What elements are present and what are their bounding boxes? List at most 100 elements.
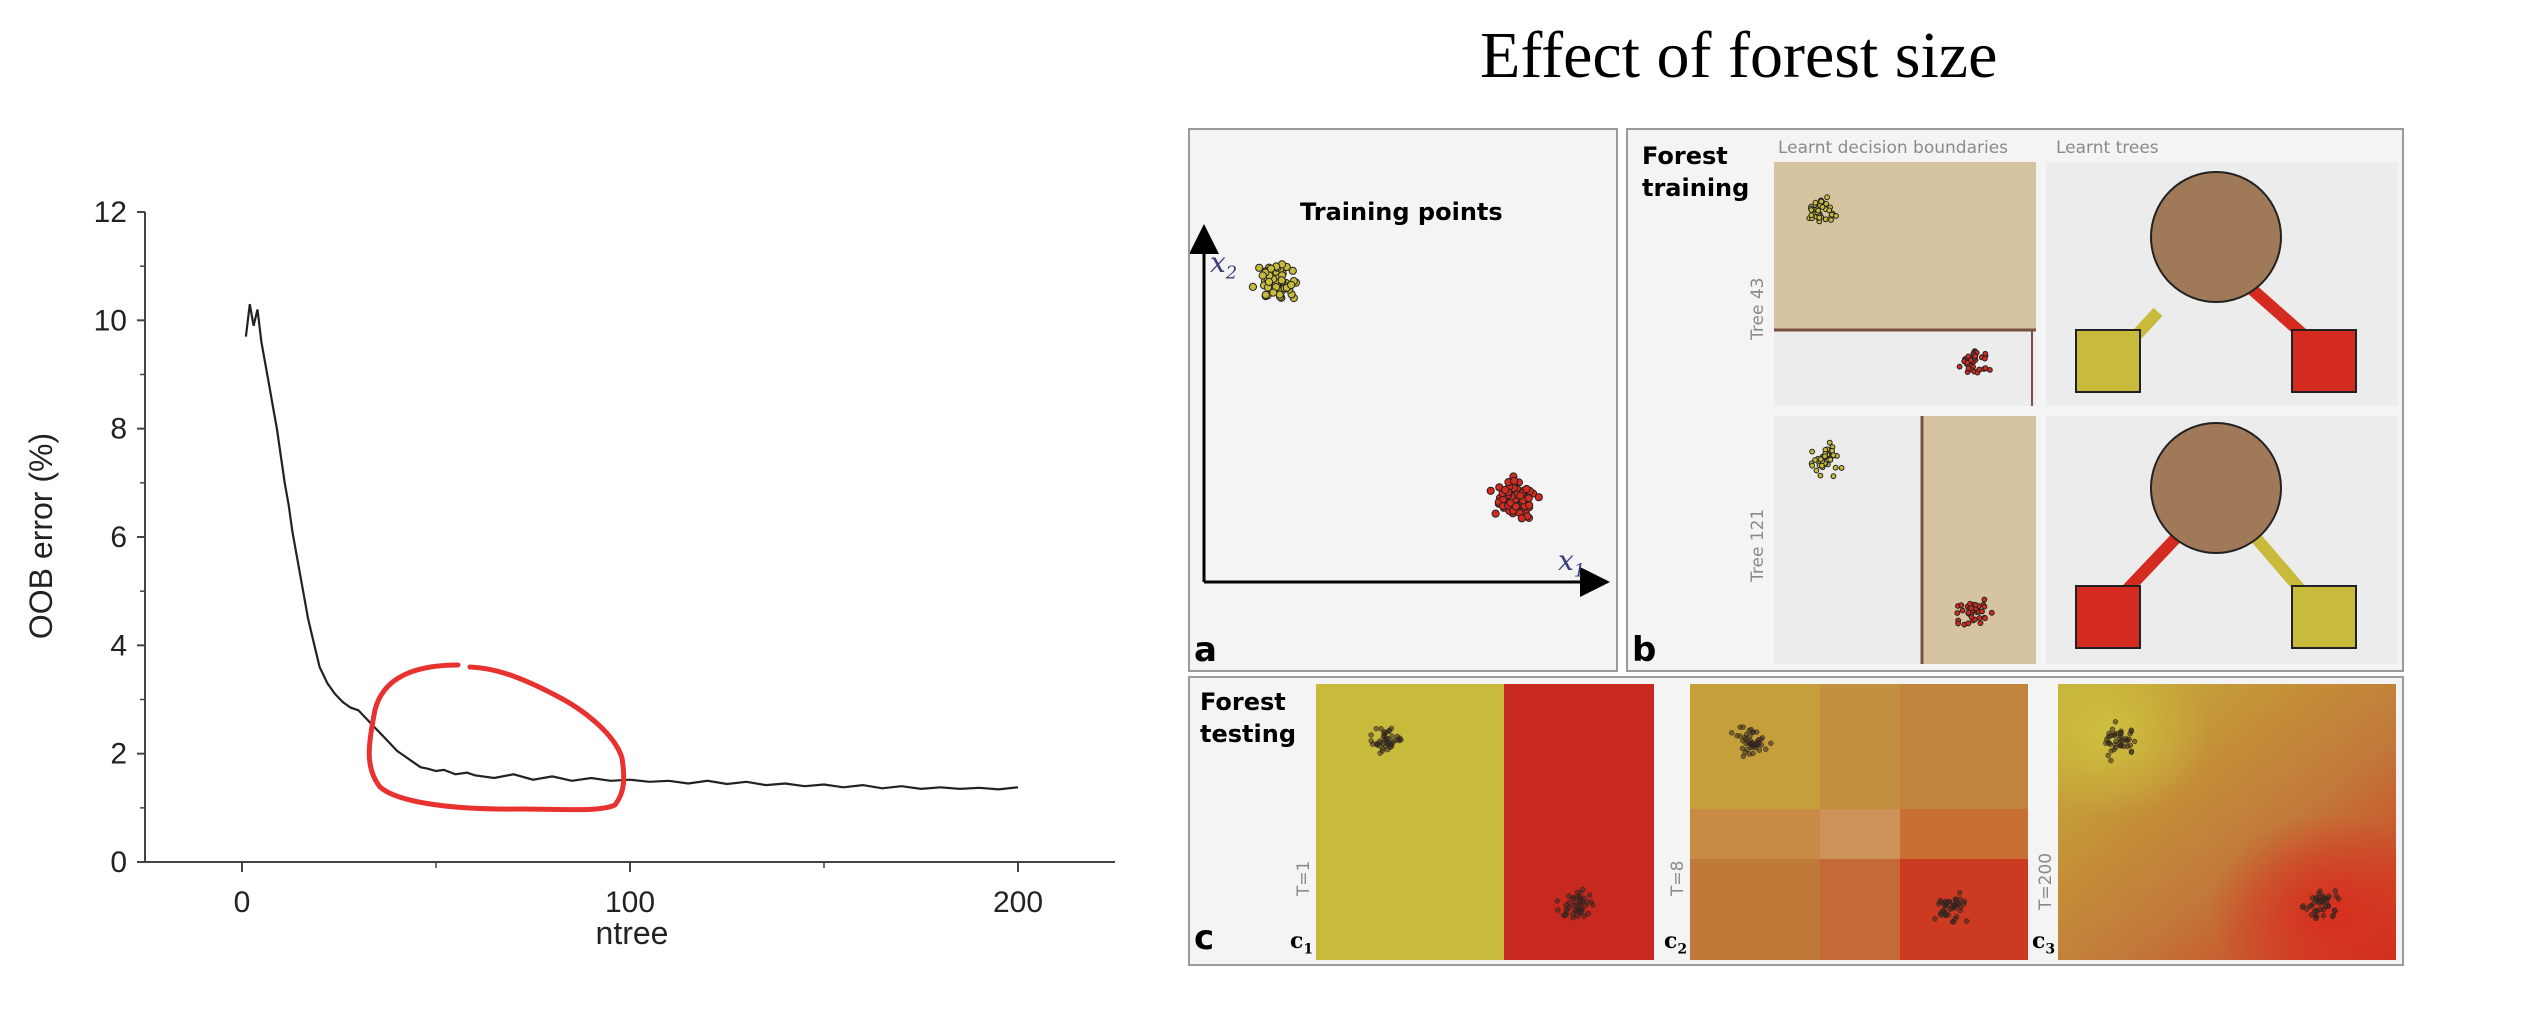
root-node — [2150, 171, 2282, 303]
data-point — [1258, 271, 1267, 280]
t200-label: T=200 — [2036, 852, 2056, 910]
data-point — [1819, 204, 1826, 210]
yellow-class-points — [1248, 260, 1301, 303]
data-point — [1958, 602, 1965, 609]
t1-label: T=1 — [1294, 860, 1314, 896]
data-point — [1517, 514, 1526, 523]
data-point — [1386, 727, 1392, 734]
data-point — [1813, 467, 1820, 474]
data-point — [1940, 907, 1946, 914]
data-point — [1965, 353, 1972, 360]
data-point — [1972, 353, 1979, 360]
oob-error-chart: 0 2 4 6 8 10 12 0 100 200 ntree OOB error (%) — [23, 196, 1115, 951]
panel-c-letter: c — [1194, 918, 1215, 958]
y-tick-label: 2 — [110, 738, 127, 771]
data-point — [1581, 913, 1587, 919]
data-point — [1277, 276, 1286, 285]
red-leaf — [2075, 585, 2141, 649]
c2-label: c2 — [1664, 928, 1688, 958]
data-point — [1510, 476, 1519, 485]
data-point — [1573, 907, 1579, 914]
data-point — [2330, 912, 2337, 918]
data-point — [1808, 212, 1815, 219]
data-point — [1585, 910, 1591, 917]
data-point — [1569, 895, 1576, 901]
slide-title: Effect of forest size — [1480, 19, 1998, 92]
training-points-title: Training points — [1300, 198, 1503, 226]
data-point — [1269, 288, 1278, 297]
learnt-boundaries-header: Learnt decision boundaries — [1778, 138, 2009, 158]
data-point — [1524, 494, 1533, 503]
data-point — [1566, 899, 1572, 906]
red-leaf — [2291, 329, 2357, 393]
data-point — [2108, 757, 2114, 764]
y-tick-label: 10 — [94, 304, 127, 337]
root-node — [2150, 422, 2282, 554]
data-point — [1968, 605, 1975, 612]
data-point — [1373, 726, 1379, 732]
data-point — [2316, 890, 2322, 897]
chart-axes — [144, 212, 1115, 863]
data-point — [1937, 899, 1944, 905]
data-point — [1525, 501, 1534, 510]
data-point — [1815, 207, 1822, 214]
data-point — [1574, 913, 1581, 919]
data-point — [1580, 886, 1586, 893]
data-point — [1981, 603, 1988, 610]
data-point — [1817, 472, 1824, 479]
data-point — [1957, 896, 1963, 902]
data-point — [1562, 912, 1568, 918]
data-point — [2128, 748, 2135, 754]
data-point — [1946, 898, 1952, 905]
data-point — [1941, 902, 1948, 909]
data-point — [1582, 902, 1589, 908]
learnt-trees-header: Learnt trees — [2056, 138, 2159, 158]
data-point — [1838, 465, 1845, 471]
data-point — [2313, 907, 2320, 913]
data-point — [1534, 493, 1543, 502]
data-point — [1956, 363, 1963, 370]
panel-c-forest-testing: Forest testing T=1 c1 T=8 c2 — [1188, 676, 2404, 966]
data-point — [1816, 214, 1823, 221]
data-point — [1737, 724, 1743, 730]
data-point — [1817, 456, 1824, 463]
y-tick-label: 12 — [94, 196, 127, 229]
data-point — [2309, 895, 2316, 901]
panel-b-letter: b — [1632, 630, 1657, 670]
data-point — [1756, 747, 1762, 753]
data-point — [1818, 198, 1825, 205]
data-point — [1972, 602, 1979, 608]
data-point — [1570, 915, 1576, 921]
tree-43-label: Tree 43 — [1748, 277, 1768, 340]
data-point — [1288, 266, 1297, 275]
data-point — [1957, 890, 1963, 896]
data-point — [1745, 739, 1751, 745]
data-point — [1812, 457, 1818, 463]
tree-43-boundary-plot — [1774, 162, 2036, 406]
data-point — [1373, 741, 1380, 747]
red-circle-annotation — [366, 662, 627, 813]
y-tick-label: 4 — [110, 629, 127, 662]
data-point — [1808, 207, 1815, 213]
data-point — [1758, 742, 1765, 748]
data-point — [2333, 893, 2340, 899]
panel-a-letter: a — [1194, 630, 1217, 670]
data-point — [1823, 201, 1830, 207]
data-point — [1988, 609, 1995, 616]
data-point — [1952, 916, 1958, 922]
forest-testing-title: Forest testing — [1200, 688, 1296, 748]
data-point — [1377, 750, 1383, 756]
data-point — [1578, 908, 1585, 914]
data-point — [1954, 610, 1961, 616]
x2-axis-label: x2 — [1210, 246, 1238, 284]
x-tick-label: 100 — [605, 886, 655, 919]
data-point — [1386, 739, 1393, 746]
data-point — [1382, 743, 1389, 750]
data-point — [1255, 263, 1264, 272]
chart-ticks: 0 2 4 6 8 10 12 0 100 200 — [94, 196, 1043, 919]
data-point — [1554, 898, 1560, 904]
data-point — [1982, 615, 1988, 622]
data-point — [1266, 264, 1276, 273]
data-point — [1833, 213, 1839, 219]
x-tick-label: 200 — [993, 886, 1043, 919]
